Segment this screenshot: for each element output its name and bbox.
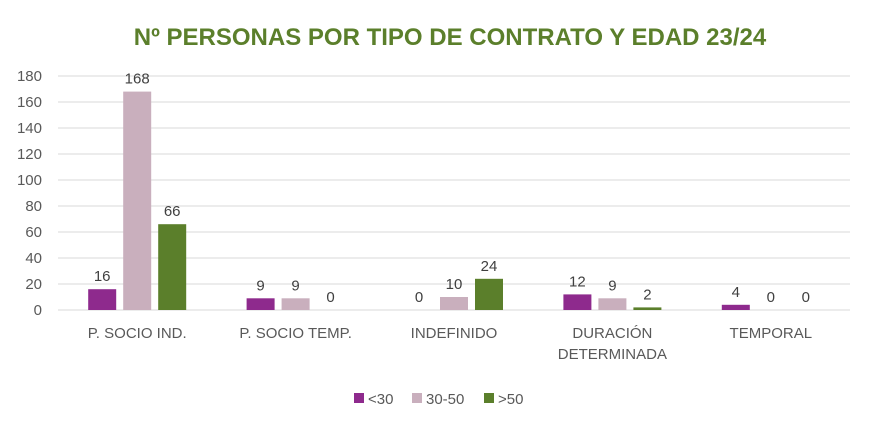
- data-label: 0: [767, 289, 775, 306]
- data-label: 0: [802, 289, 810, 306]
- data-label: 9: [608, 277, 616, 294]
- bar: [281, 298, 310, 310]
- data-label: 9: [256, 277, 264, 294]
- x-axis-category-labels: P. SOCIO IND. P. SOCIO TEMP. INDEFINIDO DUR…: [88, 325, 812, 363]
- bar: [246, 298, 275, 310]
- chart-title: Nº PERSONAS POR TIPO DE CONTRATO Y EDAD …: [134, 24, 767, 51]
- data-label: 4: [732, 284, 740, 301]
- y-tick-label: 120: [17, 146, 42, 163]
- y-tick-label: 160: [17, 94, 42, 111]
- category-label: P. SOCIO TEMP.: [239, 325, 352, 342]
- data-label: 12: [569, 273, 586, 290]
- y-tick-label: 140: [17, 120, 42, 137]
- legend-label: <30: [368, 391, 393, 408]
- category-label: P. SOCIO IND.: [88, 325, 187, 342]
- bar: [633, 307, 662, 310]
- y-tick-label: 40: [25, 250, 42, 267]
- bars: [88, 91, 750, 310]
- data-label: 168: [125, 71, 150, 88]
- y-tick-label: 60: [25, 224, 42, 241]
- y-axis-ticks: 0 20 40 60 80 100 120 140 160 180: [17, 68, 42, 319]
- legend-item: <30: [354, 391, 393, 408]
- legend-swatch: [484, 393, 494, 403]
- data-label: 10: [446, 276, 463, 293]
- data-label: 16: [94, 268, 111, 285]
- data-label: 0: [415, 289, 423, 306]
- category-label: INDEFINIDO: [411, 325, 498, 342]
- bar: [440, 297, 468, 310]
- category-label: DURACIÓN DETERMINADA: [558, 325, 667, 363]
- data-label: 66: [164, 203, 181, 220]
- bar: [475, 278, 503, 310]
- legend-swatch: [354, 393, 364, 403]
- legend-item: 30-50: [412, 391, 464, 408]
- category-label: TEMPORAL: [730, 325, 813, 342]
- bar: [563, 294, 592, 310]
- legend-label: 30-50: [426, 391, 464, 408]
- y-tick-label: 20: [25, 276, 42, 293]
- bar: [123, 91, 152, 310]
- bar: [88, 289, 117, 310]
- gridlines: [58, 75, 850, 311]
- legend: <30 30-50 >50: [354, 391, 523, 408]
- y-tick-label: 100: [17, 172, 42, 189]
- bar: [598, 298, 627, 310]
- y-tick-label: 180: [17, 68, 42, 85]
- legend-label: >50: [498, 391, 523, 408]
- legend-item: >50: [484, 391, 523, 408]
- data-label: 9: [291, 277, 299, 294]
- data-label: 24: [481, 258, 498, 275]
- bar: [158, 224, 187, 310]
- bar: [721, 304, 750, 310]
- data-label: 2: [643, 286, 651, 303]
- y-tick-label: 0: [34, 302, 42, 319]
- data-label: 0: [326, 289, 334, 306]
- y-tick-label: 80: [25, 198, 42, 215]
- legend-swatch: [412, 393, 422, 403]
